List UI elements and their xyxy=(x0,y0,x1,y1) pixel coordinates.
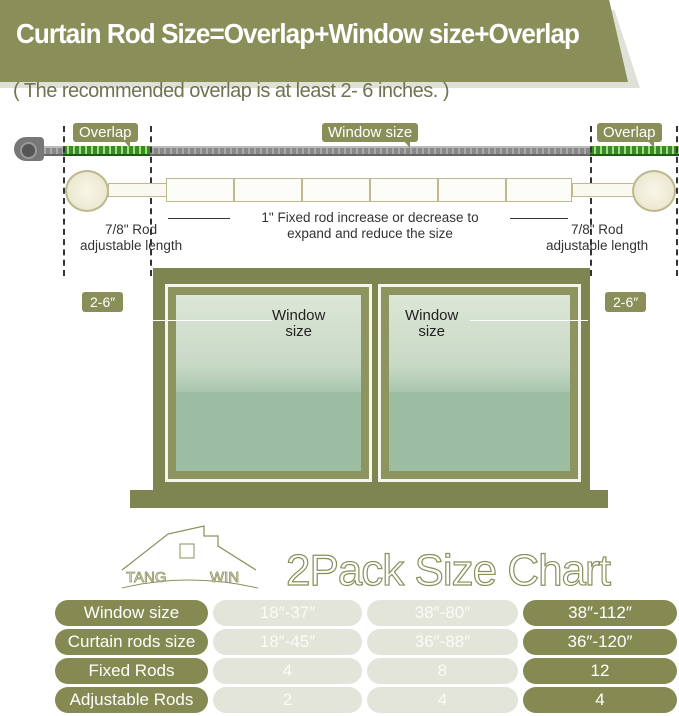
right-pane-label: Window size xyxy=(405,308,458,340)
label-line: size xyxy=(285,323,313,340)
window-sill xyxy=(130,490,608,508)
guide-line xyxy=(150,126,152,276)
note-line: adjustable length xyxy=(546,238,649,253)
note-line: adjustable length xyxy=(80,238,183,253)
table-cell: 8 xyxy=(367,658,518,684)
row-label: Adjustable Rods xyxy=(55,687,208,713)
note-line: 7/8" Rod xyxy=(105,222,158,237)
table-cell: 4 xyxy=(367,687,518,713)
svg-text:WIN: WIN xyxy=(210,569,239,586)
overlap-right-label: Overlap xyxy=(597,123,662,148)
label-line: Window xyxy=(272,307,326,324)
note-line: expand and reduce the size xyxy=(287,226,453,241)
fixed-rod-segment xyxy=(166,178,234,202)
fixed-rod-segment xyxy=(506,178,572,202)
label-line: Window xyxy=(405,307,459,324)
title-banner xyxy=(0,0,628,82)
table-cell: 18″-37″ xyxy=(213,600,362,626)
window-pane-right xyxy=(378,284,581,482)
fixed-rod-segment xyxy=(370,178,438,202)
row-label: Curtain rods size xyxy=(55,629,208,655)
guide-line xyxy=(590,126,592,276)
note-line: 7/8" Rod xyxy=(571,222,624,237)
tape-measure-icon xyxy=(14,137,44,161)
arrow-left xyxy=(152,320,272,321)
fixed-rods xyxy=(166,178,572,202)
table-cell: 36″-120″ xyxy=(523,629,677,655)
table-cell: 2 xyxy=(213,687,362,713)
note-line: 1" Fixed rod increase or decrease to xyxy=(261,210,479,225)
table-cell: 18″-45″ xyxy=(213,629,362,655)
window-pane-left xyxy=(165,284,372,482)
table-cell: 38″-80″ xyxy=(367,600,518,626)
table-cell: 12 xyxy=(523,658,677,684)
overlap-left-label: Overlap xyxy=(73,123,138,148)
arrow-right xyxy=(470,320,588,321)
table-cell: 4 xyxy=(523,687,677,713)
left-rod-note: 7/8" Rod adjustable length xyxy=(80,222,182,254)
finial-left-icon xyxy=(65,170,109,212)
row-label: Fixed Rods xyxy=(55,658,208,684)
table-cell: 38″-112″ xyxy=(523,600,677,626)
tape-overlap-left xyxy=(63,146,150,156)
row-label: Window size xyxy=(55,600,208,626)
right-rod-note: 7/8" Rod adjustable length xyxy=(546,222,648,254)
window-size-label: Window size xyxy=(322,123,419,148)
left-pane-label: Window size xyxy=(272,308,325,340)
page-title: Curtain Rod Size=Overlap+Window size+Ove… xyxy=(16,18,580,49)
subtitle: ( The recommended overlap is at least 2-… xyxy=(13,80,450,102)
size-chart-title: 2Pack Size Chart xyxy=(285,545,611,595)
fixed-rod-segment xyxy=(438,178,506,202)
overlap-right-tag: 2-6″ xyxy=(605,292,647,312)
tape-measure xyxy=(16,146,679,156)
tape-overlap-right xyxy=(590,146,679,156)
fixed-rod-segment xyxy=(234,178,302,202)
overlap-left-tag: 2-6″ xyxy=(82,292,124,312)
center-rod-note: 1" Fixed rod increase or decrease to expa… xyxy=(230,210,510,242)
guide-line xyxy=(676,126,678,276)
svg-text:TANG: TANG xyxy=(126,569,167,586)
guide-line xyxy=(63,126,65,276)
table-cell: 36″-88″ xyxy=(367,629,518,655)
fixed-rod-segment xyxy=(302,178,370,202)
finial-right-icon xyxy=(632,170,676,212)
label-line: size xyxy=(418,323,446,340)
adjustable-rod-right xyxy=(572,183,634,197)
adjustable-rod-left xyxy=(108,183,168,197)
table-cell: 4 xyxy=(213,658,362,684)
tangwin-logo: TANG WIN xyxy=(121,525,259,589)
